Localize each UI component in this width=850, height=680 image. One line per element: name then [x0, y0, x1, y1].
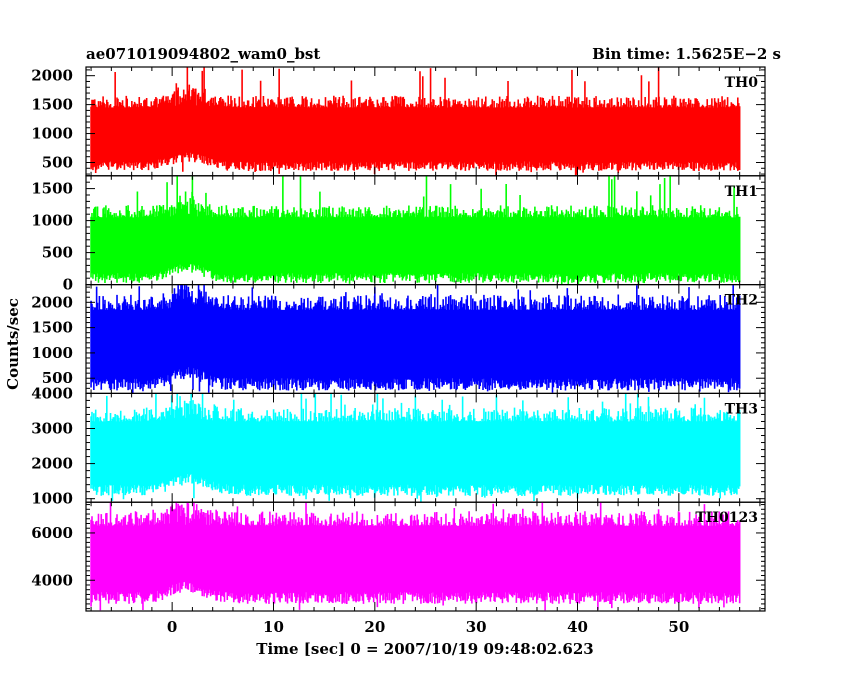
series-th0-band: [91, 120, 740, 151]
y-tick-label-th1: 0: [63, 276, 73, 294]
y-axis-title: Counts/sec: [4, 298, 22, 390]
y-tick-label-th0123: 6000: [31, 524, 73, 542]
x-tick-label: 50: [668, 618, 689, 636]
x-tick-label: 20: [364, 618, 385, 636]
series-th3-band: [91, 437, 740, 473]
y-tick-label-th3: 4000: [31, 384, 73, 402]
panel-label-th3: TH3: [725, 401, 758, 417]
x-axis-title: Time [sec] 0 = 2007/10/19 09:48:02.623: [256, 640, 593, 658]
y-tick-label-th0: 2000: [31, 67, 73, 85]
panel-label-th2: TH2: [725, 293, 758, 309]
y-tick-label-th0123: 4000: [31, 571, 73, 589]
x-tick-label: 40: [567, 618, 588, 636]
y-tick-label-th1: 1500: [31, 180, 73, 198]
x-tick-label: 30: [466, 618, 487, 636]
panel-th0123: 4000 6000 TH0123: [31, 501, 766, 612]
y-tick-label-th2: 1000: [31, 344, 73, 362]
y-tick-label-th0: 1500: [31, 96, 73, 114]
y-tick-label-th0: 1000: [31, 125, 73, 143]
series-th2-band: [91, 326, 740, 365]
y-tick-label-th1: 500: [42, 244, 73, 262]
y-tick-label-th2: 2000: [31, 293, 73, 311]
panel-th0: 500 1000 1500 2000 TH0: [31, 66, 766, 177]
x-tick-label: 0: [167, 618, 177, 636]
bin-time-label: Bin time: 1.5625E−2 s: [592, 45, 781, 63]
panel-th1: 0 500 1000 1500 TH1: [31, 175, 766, 294]
series-th1-trace: [90, 175, 741, 285]
panel-th3: 1000 2000 3000 4000 TH3: [31, 384, 766, 508]
panel-label-th0: TH0: [725, 75, 759, 91]
panel-th2: 500 1000 1500 2000 TH2: [31, 284, 766, 395]
series-th0123-band: [91, 542, 740, 579]
y-tick-label-th3: 1000: [31, 490, 73, 508]
y-tick-label-th2: 500: [42, 369, 73, 387]
y-tick-label-th1: 1000: [31, 212, 73, 230]
y-tick-label-th3: 3000: [31, 419, 73, 437]
y-tick-label-th3: 2000: [31, 455, 73, 473]
series-th1-band: [91, 231, 740, 262]
y-tick-label-th2: 1500: [31, 319, 73, 337]
panel-label-th0123: TH0123: [695, 510, 758, 526]
y-tick-label-th0: 500: [42, 153, 73, 171]
panel-label-th1: TH1: [725, 184, 758, 200]
chart-title: ae071019094802_wam0_bst: [86, 45, 320, 63]
x-tick-label: 10: [263, 618, 284, 636]
